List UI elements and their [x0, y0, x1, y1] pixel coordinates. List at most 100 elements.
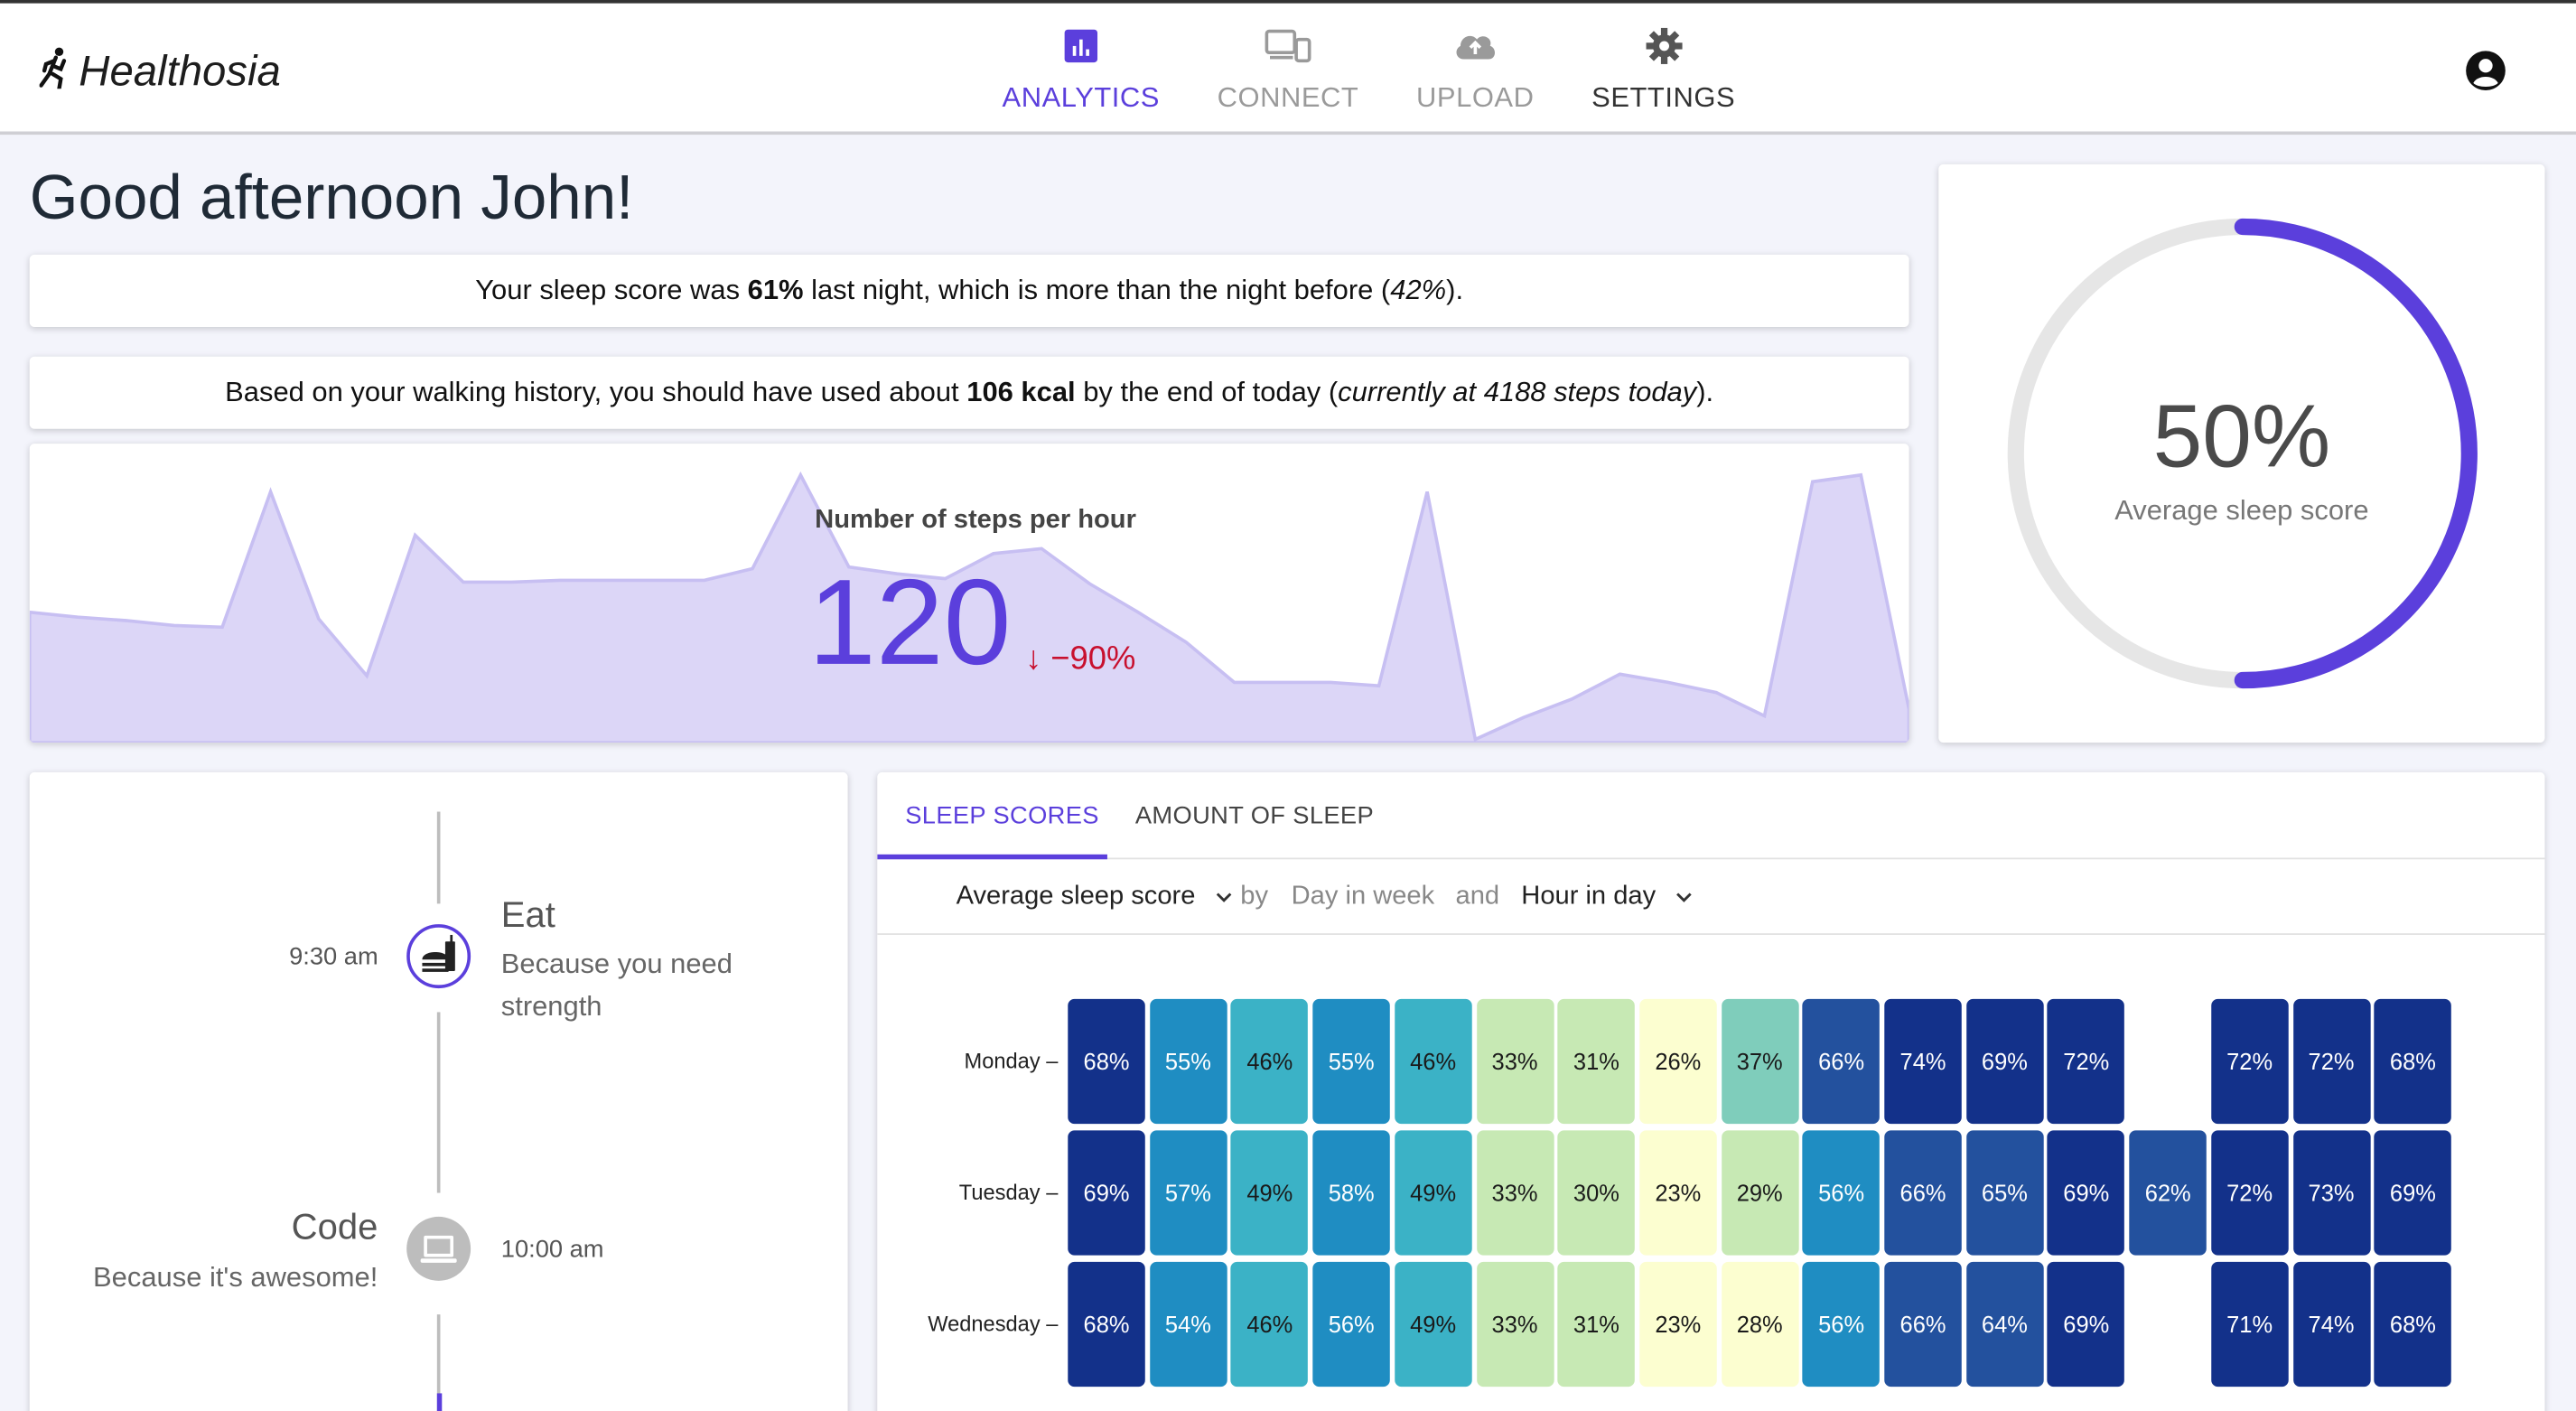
heatmap-cell[interactable]: 49% [1394, 1261, 1472, 1388]
current-steps: currently at 4188 steps today [1338, 376, 1697, 408]
top-app-bar: Healthosia ANALYTICS CONNECT UPLOAD [0, 0, 2576, 135]
tab-sleep-scores[interactable]: SLEEP SCORES [905, 801, 1099, 830]
heatmap-cell[interactable]: 29% [1721, 1130, 1798, 1256]
steps-delta: ↓ −90% [1024, 640, 1136, 677]
heatmap-cell[interactable]: 55% [1149, 998, 1227, 1125]
timeline-time: 9:30 am [289, 943, 378, 971]
metric-select[interactable]: Average sleep score [957, 883, 1233, 912]
heatmap-cell[interactable]: 33% [1476, 1261, 1554, 1388]
heatmap-cell[interactable]: 66% [1802, 998, 1881, 1125]
heatmap-cell[interactable]: 28% [1721, 1261, 1798, 1388]
heatmap-cell[interactable]: 65% [1965, 1130, 2044, 1256]
heatmap-cell[interactable]: 57% [1149, 1130, 1227, 1256]
heatmap-cell[interactable]: 46% [1231, 998, 1309, 1125]
heatmap-cell[interactable]: 46% [1394, 998, 1472, 1125]
heatmap-cell[interactable]: 31% [1557, 1261, 1636, 1388]
main-nav: ANALYTICS CONNECT UPLOAD SETTINGS [985, 20, 1792, 115]
heatmap-cell[interactable]: 69% [1068, 1130, 1145, 1256]
nav-analytics[interactable]: ANALYTICS [1003, 20, 1160, 115]
heatmap-filters: Average sleep score by Day in week and H… [877, 859, 2545, 935]
sparkline-area [29, 471, 1909, 743]
heatmap-cell[interactable]: 54% [1149, 1261, 1227, 1388]
heatmap-cell[interactable]: 68% [2374, 998, 2452, 1125]
heatmap-cell[interactable]: 31% [1557, 998, 1636, 1125]
greeting: Good afternoon John! [29, 164, 634, 234]
heatmap-cell[interactable]: 69% [2048, 1261, 2125, 1388]
timeline-connector [436, 811, 441, 904]
heatmap-cell[interactable]: 68% [1068, 1261, 1145, 1388]
heatmap-cell[interactable]: 26% [1639, 998, 1717, 1125]
timeline-connector-active [436, 1393, 443, 1411]
walking-summary-text: Based on your walking history, you shoul… [225, 376, 967, 408]
nav-connect[interactable]: CONNECT [1218, 20, 1359, 115]
heatmap-cell[interactable]: 69% [1965, 998, 2044, 1125]
walking-summary-card: Based on your walking history, you shoul… [29, 356, 1909, 429]
heatmap-cell[interactable]: 71% [2210, 1261, 2289, 1388]
filter-and-label: and [1455, 882, 1500, 911]
runner-icon [39, 46, 72, 97]
nav-settings[interactable]: SETTINGS [1591, 20, 1735, 115]
sleep-score-label: Average sleep score [2114, 494, 2369, 527]
timeline-subtitle: Because you need [500, 948, 733, 980]
heatmap-cell[interactable]: 23% [1639, 1130, 1717, 1256]
brand[interactable]: Healthosia [39, 45, 281, 97]
heatmap-cell[interactable]: 72% [2048, 998, 2125, 1125]
heatmap-cell[interactable]: 72% [2210, 1130, 2289, 1256]
sleep-summary-card: Your sleep score was 61% last night, whi… [29, 254, 1909, 327]
dimension-select[interactable]: Hour in day [1521, 883, 1693, 912]
previous-night-score: 42% [1390, 274, 1447, 306]
heatmap-cell[interactable]: 73% [2292, 1130, 2370, 1256]
sleep-heatmap-card: SLEEP SCORES AMOUNT OF SLEEP Average sle… [877, 771, 2545, 1411]
sleep-summary-text: ). [1446, 274, 1464, 306]
heatmap-cell[interactable]: 68% [2374, 1261, 2452, 1388]
heatmap-cell[interactable]: 62% [2129, 1130, 2207, 1256]
heatmap-row-label: Tuesday – [958, 1179, 1059, 1205]
heatmap-cell[interactable]: 69% [2048, 1130, 2125, 1256]
heatmap-cell[interactable]: 33% [1476, 1130, 1554, 1256]
heatmap-cell[interactable]: 66% [1884, 1130, 1962, 1256]
heatmap-cell[interactable]: 37% [1721, 998, 1798, 1125]
heatmap-cell[interactable]: 30% [1557, 1130, 1636, 1256]
heatmap-row-label: Monday – [964, 1048, 1059, 1073]
heatmap-cell[interactable]: 64% [1965, 1261, 2044, 1388]
timeline-title: Eat [500, 893, 555, 935]
sleep-summary-text: last night, which is more than the night… [803, 274, 1391, 306]
heatmap-cell[interactable]: 72% [2292, 998, 2370, 1125]
chevron-down-icon [1676, 883, 1693, 912]
timeline-title: Code [291, 1206, 378, 1247]
nav-upload-label: UPLOAD [1416, 81, 1535, 114]
heatmap-cell[interactable]: 23% [1639, 1261, 1717, 1388]
brand-name: Healthosia [79, 45, 281, 96]
heatmap-cell[interactable]: 56% [1312, 1261, 1390, 1388]
heatmap-cell[interactable]: 55% [1312, 998, 1390, 1125]
heatmap-cell[interactable]: 74% [2292, 1261, 2370, 1388]
heatmap-cell[interactable]: 66% [1884, 1261, 1962, 1388]
ring-progress [2234, 218, 2478, 689]
heatmap-cell[interactable]: 33% [1476, 998, 1554, 1125]
tab-amount-of-sleep[interactable]: AMOUNT OF SLEEP [1134, 801, 1375, 830]
heatmap-cell[interactable]: 72% [2210, 998, 2289, 1125]
chevron-down-icon [1216, 883, 1232, 912]
heatmap-cell[interactable]: 49% [1231, 1130, 1309, 1256]
steps-per-hour-card: Number of steps per hour 120 ↓ −90% [29, 444, 1909, 743]
daily-timeline: 9:30 am Eat Because you need strength Co… [29, 771, 848, 1411]
heatmap-cell[interactable]: 69% [2374, 1130, 2452, 1256]
heatmap-cell[interactable]: 49% [1394, 1130, 1472, 1256]
heatmap-cell[interactable]: 56% [1802, 1261, 1881, 1388]
heatmap-cell[interactable]: 46% [1231, 1261, 1309, 1388]
kcal-estimate: 106 kcal [966, 376, 1076, 408]
laptop-icon[interactable] [406, 1216, 471, 1290]
steps-value: 120 [807, 553, 1012, 690]
heatmap-cell[interactable]: 56% [1802, 1130, 1881, 1256]
heatmap-cell[interactable]: 68% [1068, 998, 1145, 1125]
fastfood-icon[interactable] [406, 923, 471, 997]
heatmap-cell[interactable]: 58% [1312, 1130, 1390, 1256]
nav-analytics-label: ANALYTICS [1002, 81, 1161, 114]
heatmap-cell[interactable]: 74% [1884, 998, 1962, 1125]
nav-upload[interactable]: UPLOAD [1416, 20, 1534, 115]
walking-summary-text: by the end of today ( [1075, 376, 1339, 408]
gear-icon [1644, 20, 1684, 72]
account-icon[interactable] [2464, 50, 2506, 100]
dimension-day-in-week[interactable]: Day in week [1291, 882, 1435, 911]
heatmap-tabs: SLEEP SCORES AMOUNT OF SLEEP [877, 772, 2545, 860]
